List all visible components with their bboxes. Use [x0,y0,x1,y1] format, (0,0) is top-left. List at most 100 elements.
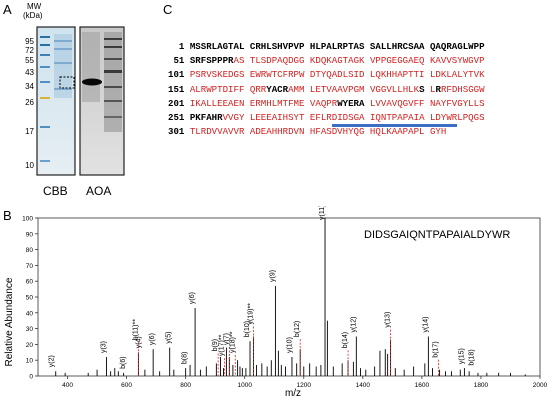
fragment-ion-label: y(9) [269,270,276,282]
x-tick-label: 2000 [533,382,548,389]
sequence-row: 101 PSRVSKEDGS EWRWTCFRPW DTYQADLSID LQK… [168,68,485,82]
aoa-band [82,78,102,86]
fragment-ion-label: y(15) [458,348,465,364]
sequence-segment: TLRDVVAVVR ADEAHHRDVN HFASDVHYQG HQLKAAP… [189,126,447,138]
aoa-lane [79,26,125,176]
fragment-ion-label: y(13) [385,312,392,328]
x-tick-label: 1800 [474,382,489,389]
lane-label-cbb: CBB [43,184,68,198]
mw-header-line2: (kDa) [23,11,43,20]
identified-peptide: DIDSGA IQNTPAPAIA LDYWR [331,112,458,128]
y-tick-label: 10 [26,358,34,365]
fragment-ion-label: b(14) [342,332,349,348]
sequence-position: 151 [168,83,190,95]
y-tick-label: 40 [26,310,34,317]
sequence-position: 251 [168,112,190,124]
fragment-ion-label: y(6) [149,333,156,345]
sequence-row: 301 TLRDVVAVVR ADEAHHRDVN HFASDVHYQG HQL… [168,125,485,139]
spectrum-axes: 0 10 20 30 40 50 60 70 80 90 100 400 600 800 1000 1200 1… [22,216,547,390]
sequence-position: 1 [168,41,190,52]
fragment-ion-label: y(2) [49,355,56,367]
mw-label: 10 [25,161,34,170]
fragment-ion-label: y(4) [135,336,142,348]
sequence-segment: AMM LETVAAVPGM VGGVLLHLK [288,83,420,95]
cbb-lane [36,26,76,176]
fragment-ion-label: y(12) [350,317,357,333]
y-tick-label: 50 [26,295,34,302]
sequence-segment: LPQGS [457,112,485,124]
x-tick-label: 1400 [356,382,371,389]
x-tick-label: 1200 [297,382,312,389]
sequence-row: 151 ALRWPTDIFF QRRYACRAMM LETVAAVPGM VGG… [168,83,485,97]
fragment-ion-label: y(17)** [219,334,226,356]
sequence-segment: RFDHSGGW [440,83,485,95]
x-tick-label: 800 [180,382,191,389]
mw-header-line1: MW [27,2,42,11]
y-tick-label: 70 [26,263,34,270]
sequence-row: 201 IKALLEEAEN ERMHLMTFME VAQPRWYERA LVV… [168,97,485,111]
sequence-segment: YACR [266,83,289,95]
sequence-row: 251 PKFAHRVVGY LEEEAIHSYT EFLRDIDSGA IQN… [168,111,485,128]
x-tick-label: 1000 [237,382,252,389]
fragment-ion-label: b(12) [294,321,301,337]
fragment-ion-label: b(17) [432,341,439,357]
fragment-ion-label: y(14) [422,317,429,333]
sequence-segment: PKFAHR [189,112,223,124]
spectrum-annotations: y(2) y(3) b(6) b(11)**y(4) y(6) y(5) b(8) y(6) b… [49,206,475,376]
spectrum-peaks [55,218,526,376]
selected-band-box [59,76,75,89]
fragment-ion-label: y(10) [287,337,294,353]
sequence-segment: AS TLSDPAQDGG KDQKAGTAGK VPPGEGGAEQ KAVV… [233,55,485,67]
sequence-segment: MSSRLAGTAL CRHLSHVPVP HLPALRPTAS SALLHRC… [189,41,485,52]
mw-label: 55 [25,56,34,65]
y-tick-label: 80 [26,247,34,254]
y-tick-label: 90 [26,231,34,238]
x-tick-label: 400 [62,382,73,389]
mw-label: 95 [25,37,34,46]
ms-spectrum-chart: Relative Abundance m/z DIDSGAIQNTPAPAIAL… [4,206,548,399]
y-tick-label: 30 [26,326,34,333]
fragment-ion-label: b(6) [120,356,127,368]
mw-header: MW (kDa) [23,2,43,20]
sequence-position: 51 [168,55,190,67]
fragment-ion-label: y(6) [189,292,196,304]
sequence-segment: SRFSPPPR [189,55,234,67]
fragment-ion-label: b(18) [468,349,475,365]
y-tick-label: 0 [29,374,33,381]
protein-sequence: 1 MSSRLAGTAL CRHLSHVPVP HLPALRPTAS SALLH… [168,40,485,139]
sequence-segment: VVGY LEEEAIHSYT EFLR [222,112,332,124]
fragment-ion-label: b(11)** [132,319,139,341]
sequence-segment: S [419,83,425,95]
y-tick-label: 100 [22,216,33,223]
fragment-ion-label: y(19)** [248,303,255,325]
fragment-ion-label: y(5) [165,331,172,343]
fragment-ion-label: b(8) [181,352,188,364]
sequence-position: 301 [168,126,190,138]
y-tick-label: 20 [26,342,34,349]
sequence-segment: LVVAVQGVFF NAYFVGYLLS [364,97,485,109]
x-tick-label: 600 [121,382,132,389]
fragment-ion-label: b(10) [244,321,251,337]
fragment-ion-label: y(7) [223,333,230,345]
panel-letter-b: B [3,208,12,223]
mw-label: 34 [25,82,34,91]
sequence-position: 101 [168,69,190,81]
mw-label: 43 [25,68,34,77]
sequence-segment: R [435,83,441,95]
lane-label-aoa: AOA [86,184,112,198]
fragment-ion-label: y(3) [101,341,108,353]
sequence-segment: L [424,83,436,95]
x-tick-label: 1600 [415,382,430,389]
mw-label: 26 [25,98,34,107]
sequence-segment: ALRWPTDIFF QRR [189,83,267,95]
gel-image [36,26,125,176]
y-tick-label: 60 [26,279,34,286]
sequence-segment: IKALLEEAEN ERMHLMTFME VAQPR [189,97,338,109]
sequence-row: 1 MSSRLAGTAL CRHLSHVPVP HLPALRPTAS SALLH… [168,40,485,54]
panel-letter-c: C [163,2,173,17]
fragment-ion-label: y(11) [319,206,326,220]
y-axis-label: Relative Abundance [4,277,15,366]
sequence-position: 201 [168,97,190,109]
sequence-segment: WYERA [337,97,365,109]
panel-letter-a: A [3,2,12,17]
